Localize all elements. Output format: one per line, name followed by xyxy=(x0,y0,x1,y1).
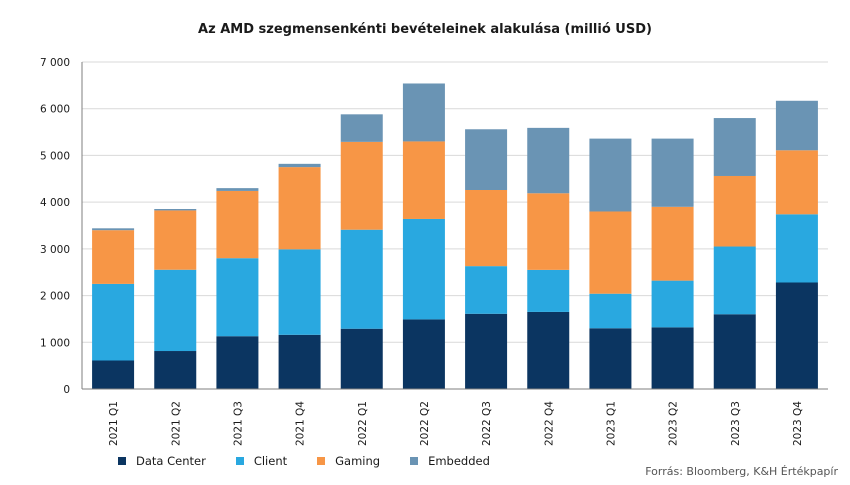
bar-client xyxy=(651,280,694,328)
legend-swatch-data-center xyxy=(118,457,126,465)
y-tick-label: 4 000 xyxy=(40,197,70,209)
bar-embedded xyxy=(589,138,632,212)
bar-data-center xyxy=(340,328,383,389)
bar-client xyxy=(278,249,321,335)
y-tick-label: 7 000 xyxy=(40,57,70,69)
bar-data-center xyxy=(713,314,756,389)
bar-gaming xyxy=(154,210,197,270)
bar-embedded xyxy=(465,129,508,190)
bar-client xyxy=(154,269,197,352)
bar-embedded xyxy=(775,100,818,151)
bar-data-center xyxy=(278,334,321,389)
x-tick-label: 2023 Q2 xyxy=(668,401,680,446)
legend-label-data-center: Data Center xyxy=(136,454,206,468)
bar-data-center xyxy=(402,319,445,389)
bar-gaming xyxy=(402,141,445,219)
bar-client xyxy=(713,246,756,315)
bar-client xyxy=(775,214,818,283)
bar-client xyxy=(527,269,570,312)
legend-item-data-center: Data Center xyxy=(118,454,206,468)
bar-gaming xyxy=(713,175,756,247)
legend-label-gaming: Gaming xyxy=(335,454,381,468)
x-tick-label: 2021 Q2 xyxy=(170,401,182,446)
bar-embedded xyxy=(216,188,259,191)
bar-data-center xyxy=(465,313,508,389)
bar-client xyxy=(340,229,383,329)
bar-data-center xyxy=(216,336,259,389)
bar-data-center xyxy=(92,360,135,389)
bar-gaming xyxy=(340,141,383,230)
legend: Data Center Client Gaming Embedded xyxy=(118,454,520,468)
bar-client xyxy=(589,293,632,329)
bar-gaming xyxy=(278,167,321,250)
y-tick-label: 1 000 xyxy=(40,337,70,349)
bar-client xyxy=(92,283,135,361)
y-tick-label: 0 xyxy=(63,384,70,396)
bar-embedded xyxy=(340,114,383,142)
source-note: Forrás: Bloomberg, K&H Értékpapír xyxy=(645,465,838,478)
bar-client xyxy=(402,218,445,320)
bar-gaming xyxy=(527,193,570,270)
bar-embedded xyxy=(402,83,445,142)
legend-item-embedded: Embedded xyxy=(410,454,490,468)
bar-embedded xyxy=(278,163,321,168)
y-tick-label: 3 000 xyxy=(40,244,70,256)
legend-item-client: Client xyxy=(235,454,288,468)
y-tick-label: 6 000 xyxy=(40,104,70,116)
bar-gaming xyxy=(92,230,135,284)
x-tick-label: 2022 Q3 xyxy=(481,401,493,446)
x-tick-label: 2023 Q4 xyxy=(792,401,804,446)
bar-gaming xyxy=(651,206,694,281)
x-tick-label: 2022 Q2 xyxy=(419,401,431,446)
bar-embedded xyxy=(651,138,694,207)
bar-gaming xyxy=(216,190,259,259)
x-tick-label: 2021 Q4 xyxy=(295,401,307,446)
y-tick-label: 2 000 xyxy=(40,291,70,303)
bar-gaming xyxy=(775,150,818,215)
bar-embedded xyxy=(527,127,570,194)
x-tick-label: 2021 Q3 xyxy=(232,401,244,446)
bar-embedded xyxy=(713,118,756,176)
x-tick-label: 2022 Q1 xyxy=(357,401,369,446)
bar-data-center xyxy=(651,327,694,389)
legend-swatch-embedded xyxy=(410,457,419,465)
chart-title: Az AMD szegmensenkénti bevételeinek alak… xyxy=(198,22,652,37)
bar-embedded xyxy=(92,228,135,231)
bar-embedded xyxy=(154,209,197,211)
bar-client xyxy=(216,258,259,337)
legend-label-embedded: Embedded xyxy=(428,454,490,468)
x-tick-label: 2021 Q1 xyxy=(108,401,120,446)
bar-gaming xyxy=(589,211,632,294)
x-tick-label: 2023 Q3 xyxy=(730,401,742,446)
bar-gaming xyxy=(465,189,508,267)
bar-client xyxy=(465,266,508,314)
legend-label-client: Client xyxy=(253,454,288,468)
legend-swatch-gaming xyxy=(317,457,326,465)
bar-data-center xyxy=(775,282,818,389)
bar-data-center xyxy=(527,311,570,389)
legend-item-gaming: Gaming xyxy=(317,454,380,468)
bar-data-center xyxy=(154,351,197,389)
x-tick-label: 2023 Q1 xyxy=(605,401,617,446)
bar-data-center xyxy=(589,328,632,389)
legend-swatch-client xyxy=(235,457,244,465)
y-tick-label: 5 000 xyxy=(40,150,70,162)
x-tick-label: 2022 Q4 xyxy=(543,401,555,446)
